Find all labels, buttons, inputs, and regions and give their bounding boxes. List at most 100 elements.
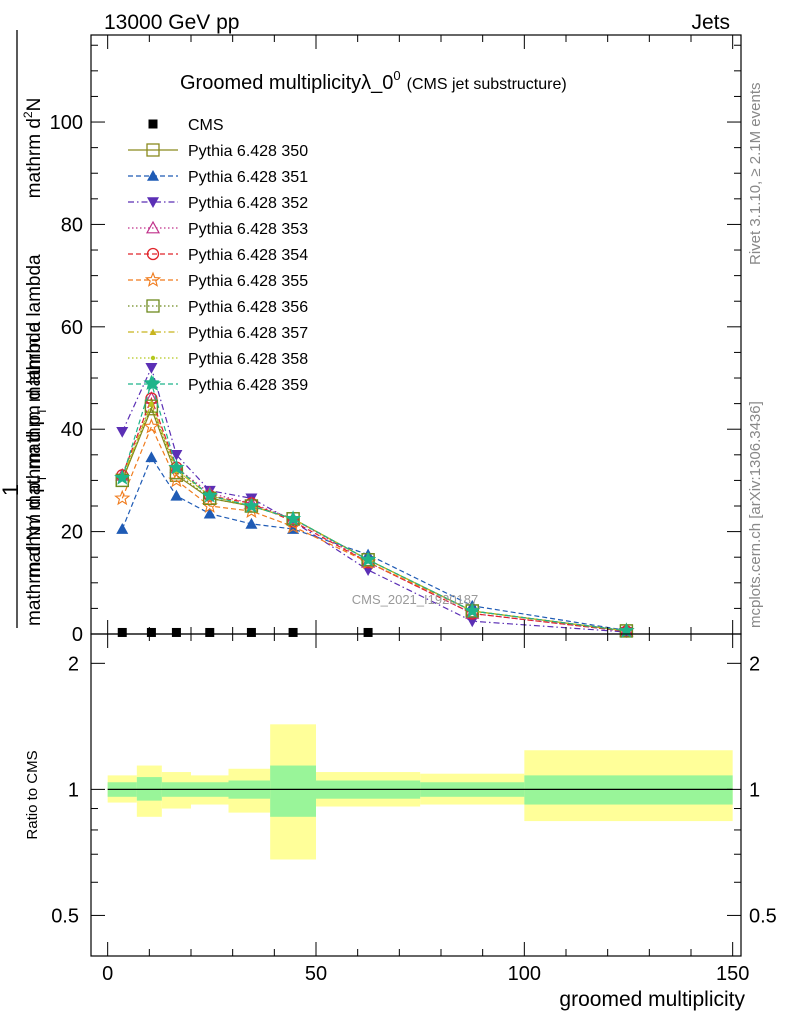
ratio-axes: 0 50 100 150 0.5 0.5 1 1 2 2: [51, 634, 777, 985]
legend-item: Pythia 6.428 355: [128, 271, 308, 290]
legend: CMS Pythia 6.428 350 Pythia 6.428 351 Pythi…: [128, 117, 308, 394]
x-axis-label: groomed multiplicity: [559, 988, 745, 1011]
y-label-one: 1: [0, 484, 23, 496]
ratio-y-tick-label: 2: [68, 653, 79, 675]
cms-data-point: [246, 627, 256, 637]
legend-item: Pythia 6.428 358: [128, 351, 308, 368]
legend-item: Pythia 6.428 353: [128, 220, 308, 238]
legend-marker: [144, 375, 162, 391]
legend-item: Pythia 6.428 351: [128, 169, 308, 186]
cms-data-point: [205, 627, 215, 637]
legend-item: Pythia 6.428 356: [128, 299, 308, 316]
legend-label: Pythia 6.428 354: [188, 247, 308, 264]
series-point: [245, 517, 258, 529]
x-tick-label: 0: [102, 963, 113, 985]
legend-label: Pythia 6.428 357: [188, 325, 308, 342]
y-tick-label: 0: [72, 624, 83, 646]
legend-marker: [146, 299, 160, 313]
series-point: [114, 469, 131, 485]
series-point: [149, 401, 154, 406]
legend-label: Pythia 6.428 353: [188, 221, 308, 238]
series-point: [243, 497, 260, 513]
cms-data-point: [288, 627, 298, 637]
plot-title-main: Groomed multiplicityλ_0: [180, 72, 393, 94]
ratio-y-tick-label-right: 1: [749, 779, 760, 801]
ratio-y-label: Ratio to CMS: [24, 750, 41, 839]
x-tick-label: 150: [716, 963, 749, 985]
legend-marker: [150, 355, 156, 361]
series-line: [121, 425, 627, 632]
ratio-band-inner: [270, 765, 316, 817]
x-tick-label: 50: [305, 963, 327, 985]
mcplots-credit-text: mcplots.cern.ch [arXiv:1306.3436]: [747, 401, 764, 628]
series-point: [466, 616, 479, 628]
legend-marker: [146, 143, 160, 157]
main-plot-area: [114, 362, 635, 638]
series-point: [145, 362, 158, 374]
cms-data-point: [171, 627, 181, 637]
cms-data-point: [146, 627, 156, 637]
series-point: [170, 450, 183, 461]
y-tick-label: 20: [61, 522, 83, 544]
series-point: [464, 602, 481, 618]
y-tick-label: 40: [61, 419, 83, 441]
series-point: [203, 507, 216, 519]
y-axis-label: 1 mathrm d2N mathrm d pT mathrm d lambda: [0, 30, 49, 628]
legend-label: Pythia 6.428 359: [188, 377, 308, 394]
series-point: [116, 426, 129, 438]
legend-marker: [147, 170, 159, 181]
ratio-y-tick-label-right: 0.5: [749, 905, 777, 927]
legend-label: CMS: [188, 117, 224, 134]
y-tick-label: 100: [50, 112, 83, 134]
header-energy: 13000 GeV pp: [104, 11, 239, 34]
cms-data: [117, 627, 373, 637]
legend-marker: [147, 197, 159, 208]
y-tick-label: 60: [61, 317, 83, 339]
series-point: [116, 523, 129, 534]
ratio-y-tick-label-right: 2: [749, 653, 760, 675]
series-point: [243, 502, 260, 519]
legend-label: Pythia 6.428 352: [188, 195, 308, 212]
legend-marker: [148, 119, 158, 129]
y-label-main: mathrm d N / mathrm d pT mathrm d lambda: [24, 254, 49, 626]
legend-marker: [149, 328, 157, 335]
series-point: [114, 489, 131, 506]
y-label-frac-top: mathrm d2N: [21, 98, 45, 199]
series-point: [359, 551, 377, 567]
plot-title-sup: 0: [393, 68, 400, 83]
series-point: [170, 489, 183, 501]
rivet-version-text: Rivet 3.1.10, ≥ 2.1M events: [747, 83, 764, 266]
x-tick-label: 100: [508, 963, 541, 985]
legend-item: Pythia 6.428 354: [128, 247, 308, 264]
legend-marker: [146, 247, 160, 261]
analysis-watermark: CMS_2021_I1920187: [352, 592, 479, 607]
legend-item: Pythia 6.428 359: [128, 375, 308, 394]
legend-label: Pythia 6.428 356: [188, 299, 308, 316]
ratio-plot-area: [107, 724, 733, 860]
ratio-plot-frame: [90, 633, 742, 957]
series-point: [284, 510, 302, 526]
y-label-frac-bottom: mathrm d pT mathrm d lambda: [24, 321, 49, 578]
legend-item: Pythia 6.428 357: [128, 325, 308, 342]
cms-data-point: [363, 627, 373, 637]
legend-item: Pythia 6.428 350: [128, 143, 308, 160]
legend-marker: [145, 220, 161, 234]
legend-item: Pythia 6.428 352: [128, 195, 308, 212]
legend-item-cms: CMS: [148, 117, 224, 134]
series-359: [114, 374, 635, 638]
ratio-panel: 0 50 100 150 0.5 0.5 1 1 2 2: [51, 633, 777, 985]
y-tick-label: 80: [61, 214, 83, 236]
plot-subtitle: (CMS jet substructure): [407, 76, 567, 93]
ratio-y-tick-label: 1: [68, 779, 79, 801]
series-point: [143, 418, 160, 434]
header-process: Jets: [691, 11, 730, 34]
series-point: [201, 487, 218, 503]
main-panel: 0 20 40 60 80 100: [50, 34, 742, 646]
legend-label: Pythia 6.428 351: [188, 169, 308, 186]
series-point: [168, 459, 185, 475]
legend-marker: [144, 271, 162, 287]
ratio-y-tick-label: 0.5: [51, 905, 79, 927]
legend-label: Pythia 6.428 350: [188, 143, 308, 160]
cms-data-point: [117, 627, 127, 637]
